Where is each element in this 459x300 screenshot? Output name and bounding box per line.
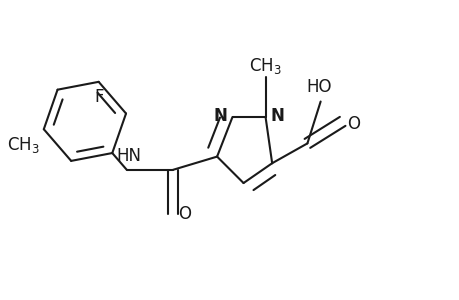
Text: F: F xyxy=(94,88,103,106)
Text: CH$_3$: CH$_3$ xyxy=(249,56,281,76)
Text: O: O xyxy=(347,115,359,133)
Text: N: N xyxy=(213,107,227,125)
Text: HO: HO xyxy=(305,78,331,96)
Text: N: N xyxy=(270,107,284,125)
Text: O: O xyxy=(178,205,191,223)
Text: CH$_3$: CH$_3$ xyxy=(6,134,39,154)
Text: HN: HN xyxy=(116,147,141,165)
